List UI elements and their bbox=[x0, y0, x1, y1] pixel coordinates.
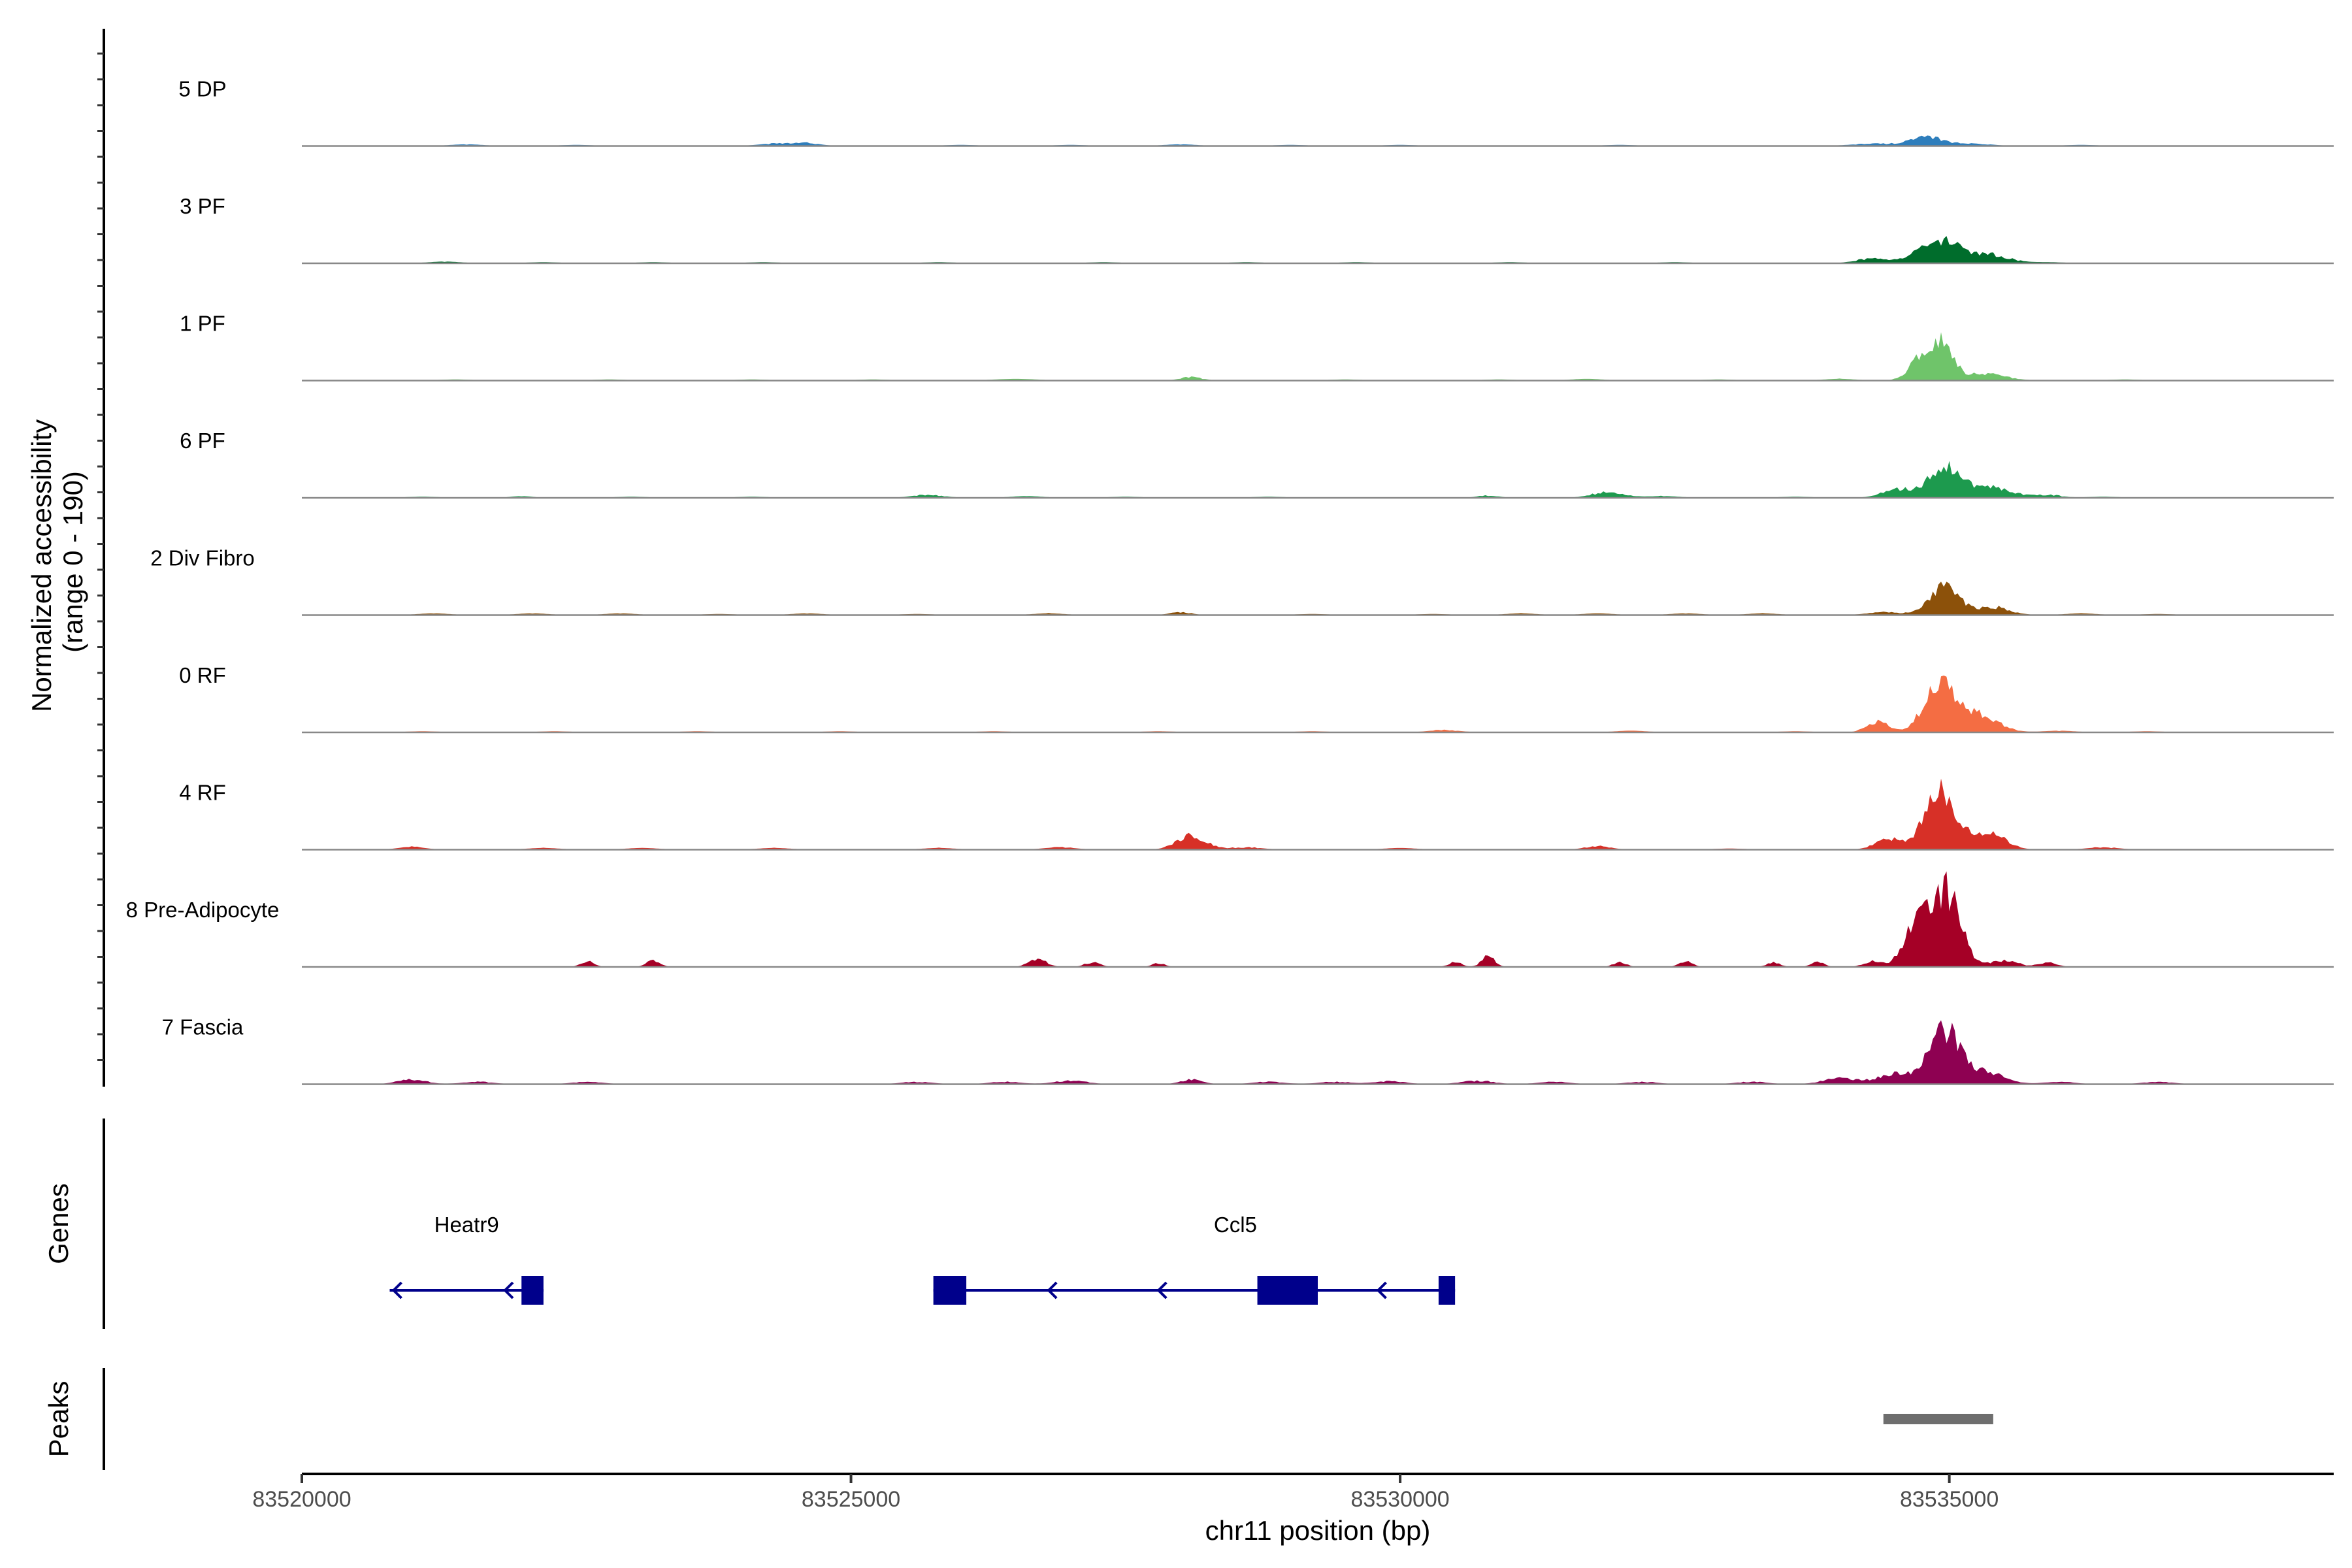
track-label: 7 Fascia bbox=[162, 1015, 244, 1039]
y-axis-title-line1: Normalized accessibility bbox=[26, 419, 57, 712]
track-7-fascia: 7 Fascia bbox=[162, 1015, 2334, 1085]
coverage-area-7-fascia bbox=[302, 1020, 2334, 1085]
gene-exon bbox=[1257, 1276, 1318, 1305]
x-tick-label: 83530000 bbox=[1350, 1487, 1449, 1512]
x-axis: 83520000 83525000 83530000 83535000 bbox=[252, 1473, 2334, 1512]
genes-panel: Genes Heatr9 Ccl5 bbox=[43, 1119, 1456, 1329]
x-tick-label: 83520000 bbox=[252, 1487, 351, 1512]
track-label: 5 DP bbox=[178, 77, 226, 101]
track-label: 4 RF bbox=[179, 781, 226, 805]
track-label: 3 PF bbox=[180, 194, 225, 218]
x-axis-title: chr11 position (bp) bbox=[1205, 1515, 1431, 1546]
track-label: 8 Pre-Adipocyte bbox=[126, 898, 280, 922]
peaks-axis-title: Peaks bbox=[43, 1381, 74, 1458]
track-label: 6 PF bbox=[180, 429, 225, 453]
accessibility-tracks: 5 DP 3 PF 1 PF 6 PF 2 Div Fibro 0 RF 4 RF 8 Pre… bbox=[126, 77, 2334, 1085]
gene-label: Heatr9 bbox=[434, 1213, 499, 1237]
coverage-area-1-pf bbox=[302, 332, 2334, 381]
y-axis bbox=[97, 29, 105, 1087]
track-2-div-fibro: 2 Div Fibro bbox=[150, 546, 2334, 616]
x-tick-label: 83535000 bbox=[1900, 1487, 1999, 1512]
x-tick-label: 83525000 bbox=[802, 1487, 900, 1512]
track-3-pf: 3 PF bbox=[180, 194, 2334, 265]
gene-heatr9: Heatr9 bbox=[389, 1213, 544, 1305]
gene-exon bbox=[933, 1276, 967, 1305]
coverage-area-2-div-fibro bbox=[302, 581, 2334, 615]
gene-exon bbox=[1438, 1276, 1456, 1305]
track-8-pre-adipocyte: 8 Pre-Adipocyte bbox=[126, 871, 2334, 968]
strand-arrow bbox=[503, 1281, 514, 1299]
peaks-panel: Peaks bbox=[43, 1368, 1993, 1470]
strand-arrow bbox=[1047, 1281, 1058, 1299]
coverage-area-5-dp bbox=[302, 135, 2334, 146]
strand-arrow bbox=[1156, 1281, 1168, 1299]
track-label: 1 PF bbox=[180, 312, 225, 336]
peak-marks bbox=[1883, 1414, 1993, 1424]
track-label: 0 RF bbox=[179, 663, 226, 687]
coverage-area-6-pf bbox=[302, 461, 2334, 498]
track-1-pf: 1 PF bbox=[180, 312, 2334, 382]
coverage-area-3-pf bbox=[302, 236, 2334, 263]
track-6-pf: 6 PF bbox=[180, 429, 2334, 499]
gene-label: Ccl5 bbox=[1214, 1213, 1257, 1237]
gene-exon bbox=[521, 1276, 544, 1305]
genes-axis-title: Genes bbox=[43, 1183, 74, 1264]
gene-models: Heatr9 Ccl5 bbox=[389, 1213, 1456, 1305]
strand-arrow bbox=[391, 1281, 402, 1299]
strand-arrow bbox=[1376, 1281, 1387, 1299]
peak-bar bbox=[1883, 1414, 1993, 1424]
coverage-area-4-rf bbox=[302, 778, 2334, 850]
coverage-area-0-rf bbox=[302, 676, 2334, 732]
track-0-rf: 0 RF bbox=[179, 663, 2334, 734]
y-axis-title-line2: (range 0 - 190) bbox=[57, 471, 88, 653]
track-5-dp: 5 DP bbox=[178, 77, 2334, 147]
track-4-rf: 4 RF bbox=[179, 778, 2334, 851]
gene-ccl5: Ccl5 bbox=[933, 1213, 1456, 1305]
track-label: 2 Div Fibro bbox=[150, 546, 255, 570]
coverage-area-8-pre-adipocyte bbox=[302, 871, 2334, 967]
y-axis-title: Normalized accessibility (range 0 - 190) bbox=[26, 412, 88, 712]
